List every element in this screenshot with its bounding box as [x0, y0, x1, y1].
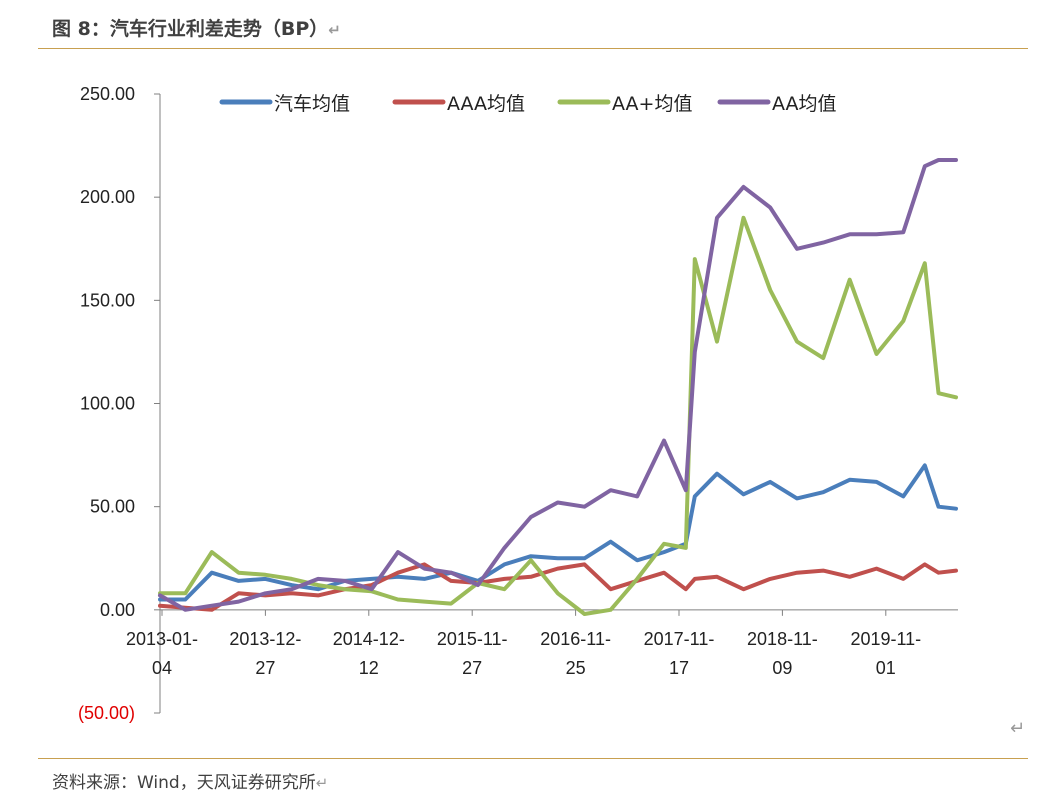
return-glyph-source: ↵ [315, 774, 329, 792]
series-line-1 [158, 463, 958, 602]
x-tick-label-line2: 25 [566, 658, 586, 678]
figure-title: 图 8：汽车行业利差走势（BP）↵ [52, 14, 341, 41]
legend-label-4: AA均值 [772, 93, 837, 115]
figure-title-text: 图 8：汽车行业利差走势（BP） [52, 18, 329, 40]
y-tick-label: 150.00 [80, 290, 135, 310]
legend-label-3: AA+均值 [612, 93, 692, 115]
x-axis: 2013-01- 04 2013-12- 27 2014-12- 12 2015-11- 27… [126, 609, 958, 678]
x-tick-label-line2: 27 [255, 658, 275, 678]
x-tick-label-line1: 2013-12- [229, 629, 301, 649]
y-tick-label: 200.00 [80, 187, 135, 207]
series-line-2 [158, 562, 958, 612]
y-tick-label: 50.00 [90, 497, 135, 517]
source-text: 资料来源：Wind，天风证券研究所 [52, 773, 316, 793]
y-tick-label: 0.00 [100, 600, 135, 620]
series-lines [158, 158, 958, 616]
top-divider [38, 48, 1028, 49]
x-tick-label-line1: 2015-11- [437, 629, 508, 649]
y-tick-label: 100.00 [80, 394, 135, 414]
x-tick-label-line1: 2014-12- [333, 629, 405, 649]
x-tick-label-line1: 2018-11- [747, 629, 818, 649]
legend-label-2: AAA均值 [447, 93, 525, 115]
x-tick-label-line1: 2019-11- [850, 629, 921, 649]
x-tick-label-line2: 09 [772, 658, 792, 678]
legend: 汽车均值 AAA均值 AA+均值 AA均值 [219, 93, 837, 115]
y-axis: 250.00 200.00 150.00 100.00 50.00 0.00 (50.00) [78, 84, 161, 723]
return-glyph-chart: ↵ [1010, 718, 1026, 739]
bottom-divider [38, 758, 1028, 759]
x-tick-label-line2: 01 [876, 658, 896, 678]
source-note: 资料来源：Wind，天风证券研究所↵ [52, 768, 328, 793]
x-tick-label-line1: 2013-01- [126, 629, 198, 649]
legend-label-1: 汽车均值 [274, 93, 350, 115]
x-tick-label-line1: 2016-11- [540, 629, 611, 649]
x-tick-label-line2: 12 [359, 658, 379, 678]
x-tick-label-line2: 27 [462, 658, 482, 678]
return-glyph: ↵ [328, 21, 341, 39]
y-tick-label: 250.00 [80, 84, 135, 104]
x-tick-label-line1: 2017-11- [644, 629, 715, 649]
x-tick-label-line2: 04 [152, 658, 172, 678]
series-line-3 [158, 215, 958, 616]
y-tick-label: (50.00) [78, 703, 135, 723]
series-line-4 [158, 158, 958, 612]
x-tick-label-line2: 17 [669, 658, 689, 678]
